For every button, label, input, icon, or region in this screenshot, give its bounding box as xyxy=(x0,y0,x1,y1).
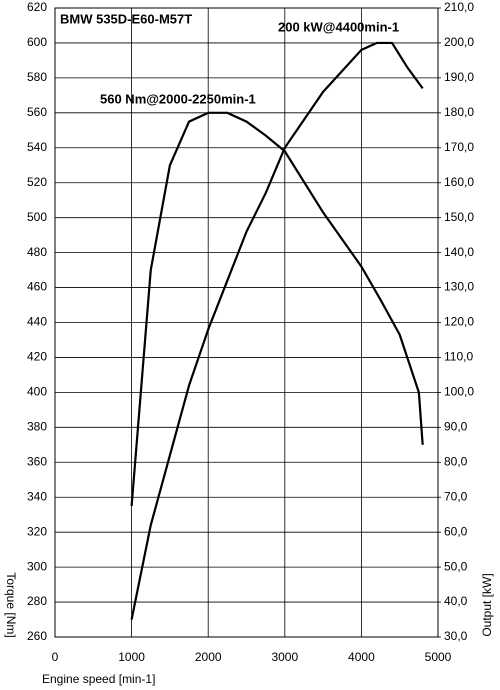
y-tick-label: 300 xyxy=(27,559,47,573)
y-tick-label: 440 xyxy=(27,315,47,329)
x-tick-label: 0 xyxy=(52,650,59,664)
chart-title: BMW 535D-E60-M57T xyxy=(60,11,192,26)
y-tick-label: 420 xyxy=(27,350,47,364)
y2-tick-label: 190,0 xyxy=(444,70,474,84)
y2-tick-label: 110,0 xyxy=(444,350,473,364)
y2-tick-label: 80,0 xyxy=(444,454,468,468)
y-tick-label: 560 xyxy=(27,105,47,119)
annotation: 560 Nm@2000-2250min-1 xyxy=(100,91,256,106)
y-tick-label: 460 xyxy=(27,280,47,294)
y2-tick-label: 60,0 xyxy=(444,524,468,538)
y2-tick-label: 210,0 xyxy=(444,0,474,14)
y-tick-label: 620 xyxy=(27,0,47,14)
x-tick-label: 4000 xyxy=(348,650,375,664)
y-tick-label: 360 xyxy=(27,454,47,468)
x-tick-label: 3000 xyxy=(271,650,298,664)
y2-tick-label: 40,0 xyxy=(444,594,468,608)
x-tick-label: 1000 xyxy=(118,650,145,664)
y-tick-label: 540 xyxy=(27,140,47,154)
y-tick-label: 340 xyxy=(27,489,47,503)
annotation: 200 kW@4400min-1 xyxy=(278,19,399,34)
y-tick-label: 600 xyxy=(27,35,47,49)
y2-tick-label: 100,0 xyxy=(444,385,474,399)
y-tick-label: 260 xyxy=(27,629,47,643)
y-tick-label: 580 xyxy=(27,70,47,84)
y-tick-label: 500 xyxy=(27,210,47,224)
y2-tick-label: 30,0 xyxy=(444,629,468,643)
line xyxy=(130,41,424,620)
x-tick-label: 5000 xyxy=(425,650,452,664)
y-tick-label: 320 xyxy=(27,524,47,538)
y2-tick-label: 90,0 xyxy=(444,420,468,434)
y2-tick-label: 180,0 xyxy=(444,105,474,119)
y2-tick-label: 200,0 xyxy=(444,35,474,49)
y2-tick-label: 160,0 xyxy=(444,175,474,189)
line xyxy=(130,111,424,507)
y-tick-label: 400 xyxy=(27,385,47,399)
y2-axis-label: Output [kW] xyxy=(480,573,494,636)
y-tick-label: 480 xyxy=(27,245,47,259)
x-axis-label: Engine speed [min-1] xyxy=(42,672,155,686)
y2-tick-label: 150,0 xyxy=(444,210,474,224)
y2-tick-label: 50,0 xyxy=(444,559,468,573)
y-tick-label: 280 xyxy=(27,594,47,608)
y2-tick-label: 170,0 xyxy=(444,140,474,154)
y2-tick-label: 120,0 xyxy=(444,315,474,329)
y-tick-label: 380 xyxy=(27,420,47,434)
y2-tick-label: 70,0 xyxy=(444,489,468,503)
y2-tick-label: 130,0 xyxy=(444,280,474,294)
y-axis-label: Torque [Nm] xyxy=(4,572,18,637)
x-tick-label: 2000 xyxy=(195,650,222,664)
y-tick-label: 520 xyxy=(27,175,47,189)
y2-tick-label: 140,0 xyxy=(444,245,474,259)
